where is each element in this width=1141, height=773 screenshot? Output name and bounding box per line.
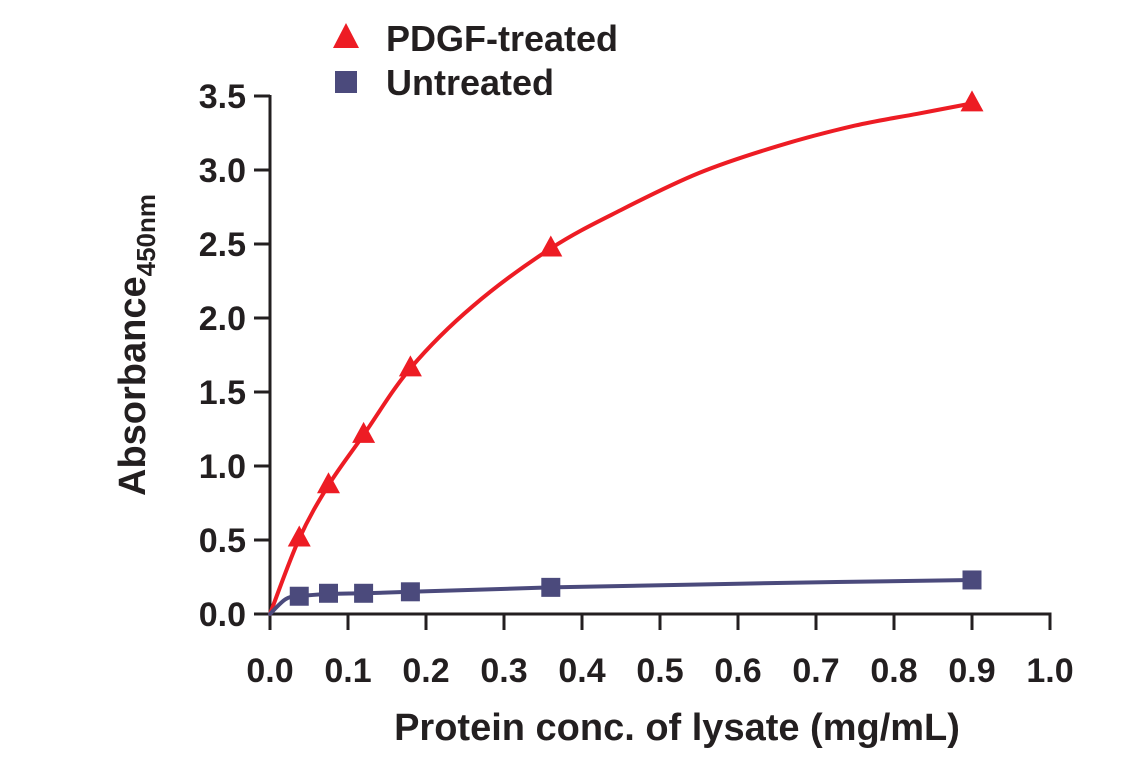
data-point-pdgf-treated	[960, 90, 984, 112]
x-tick-label: 0.3	[480, 652, 527, 690]
x-tick-label: 0.4	[558, 652, 605, 690]
x-tick-label: 0.9	[948, 652, 995, 690]
y-tick-label: 2.5	[199, 226, 246, 264]
series-line-pdgf-treated	[268, 101, 974, 616]
x-tick-label: 0.8	[870, 652, 917, 690]
data-point-untreated	[354, 583, 374, 603]
axes: 0.0 0.1 0.2 0.3 0.4 0.5 0.6 0.7 0.8 0.9 1.0 0.0 0.5 1…	[199, 78, 1074, 690]
x-tick-label: 0.7	[792, 652, 839, 690]
x-axis-title: Protein conc. of lysate (mg/mL)	[394, 707, 960, 749]
y-tick-label: 0.5	[199, 522, 246, 560]
data-point-pdgf-treated	[287, 525, 311, 547]
y-tick-label: 3.5	[199, 78, 246, 116]
x-tick-label: 0.0	[246, 652, 293, 690]
data-point-pdgf-treated	[317, 472, 340, 494]
fit-curves	[268, 101, 974, 616]
y-tick-label: 3.0	[199, 152, 246, 190]
legend-marker-pdgf-treated	[333, 23, 359, 48]
y-tick-label: 1.5	[199, 374, 246, 412]
x-tick-label: 0.5	[636, 652, 683, 690]
x-tick-label: 0.1	[324, 652, 371, 690]
data-point-untreated	[319, 583, 338, 603]
series-line-untreated	[268, 578, 974, 616]
data-point-pdgf-treated	[539, 235, 563, 257]
data-point-untreated	[289, 586, 309, 606]
data-point-pdgf-treated	[352, 421, 376, 443]
legend-marker-untreated	[335, 71, 357, 93]
y-tick-label: 0.0	[199, 596, 246, 634]
data-point-pdgf-treated	[398, 355, 422, 377]
y-axis-title-main: Absorbance	[112, 276, 154, 496]
data-markers	[287, 90, 984, 606]
x-tick-label: 1.0	[1026, 652, 1073, 690]
y-axis-title: Absorbance450nm	[112, 194, 161, 496]
data-point-untreated	[962, 570, 982, 590]
legend-label-pdgf-treated: PDGF-treated	[386, 18, 618, 59]
x-tick-label: 0.6	[714, 652, 761, 690]
y-axis-title-subscript: 450nm	[131, 194, 161, 276]
y-tick-label: 2.0	[199, 300, 246, 338]
data-point-untreated	[541, 577, 561, 597]
x-tick-label: 0.2	[402, 652, 449, 690]
legend-label-untreated: Untreated	[386, 62, 554, 103]
y-tick-label: 1.0	[199, 448, 246, 486]
data-point-untreated	[400, 582, 420, 602]
